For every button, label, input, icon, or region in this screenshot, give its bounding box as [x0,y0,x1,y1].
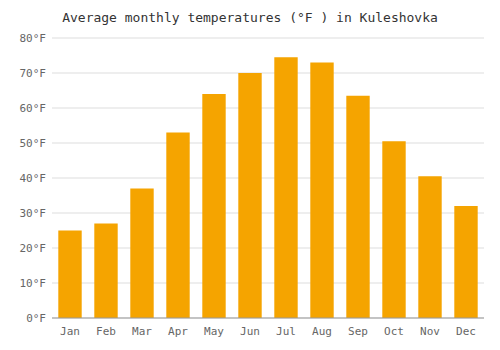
grid-line [52,108,484,109]
bar [202,94,225,318]
bar [274,57,297,318]
x-tick-label: Sep [348,325,368,338]
bar [166,133,189,319]
grid-line [52,73,484,74]
y-tick-label: 10°F [20,277,47,290]
grid-line [52,38,484,39]
x-axis-line [52,318,484,319]
chart-title: Average monthly temperatures (°F ) in Ku… [62,10,438,25]
bar [310,63,333,319]
bar [58,231,81,319]
bar [382,141,405,318]
grid-line [52,318,484,319]
x-tick-label: Jan [60,325,80,338]
bar [94,224,117,319]
x-axis: Jan Feb Mar Apr May Jun Jul Aug Sep Oct Nov Dec [60,325,476,338]
y-tick-label: 40°F [20,172,47,185]
bar [346,96,369,318]
x-tick-label: Nov [420,325,440,338]
y-tick-label: 30°F [20,207,47,220]
y-tick-label: 50°F [20,137,47,150]
y-tick-label: 20°F [20,242,47,255]
x-tick-label: Aug [312,325,332,338]
y-tick-label: 0°F [26,312,46,325]
y-grid [52,38,484,318]
chart-svg: Average monthly temperatures (°F ) in Ku… [0,0,500,350]
x-tick-label: Oct [384,325,404,338]
y-tick-label: 60°F [20,102,47,115]
x-tick-label: Dec [456,325,476,338]
bars [58,57,477,318]
grid-line [52,143,484,144]
x-tick-label: Apr [168,325,188,338]
y-axis: 0°F 10°F 20°F 30°F 40°F 50°F 60°F 70°F 80°F [20,32,47,325]
x-tick-label: Mar [132,325,152,338]
bar [418,176,441,318]
bar [130,189,153,319]
x-tick-label: Feb [96,325,116,338]
chart-container: Average monthly temperatures (°F ) in Ku… [0,0,500,350]
y-tick-label: 70°F [20,67,47,80]
x-tick-label: Jun [240,325,260,338]
y-tick-label: 80°F [20,32,47,45]
x-tick-label: Jul [276,325,296,338]
bar [454,206,477,318]
x-tick-label: May [204,325,224,338]
bar [238,73,261,318]
